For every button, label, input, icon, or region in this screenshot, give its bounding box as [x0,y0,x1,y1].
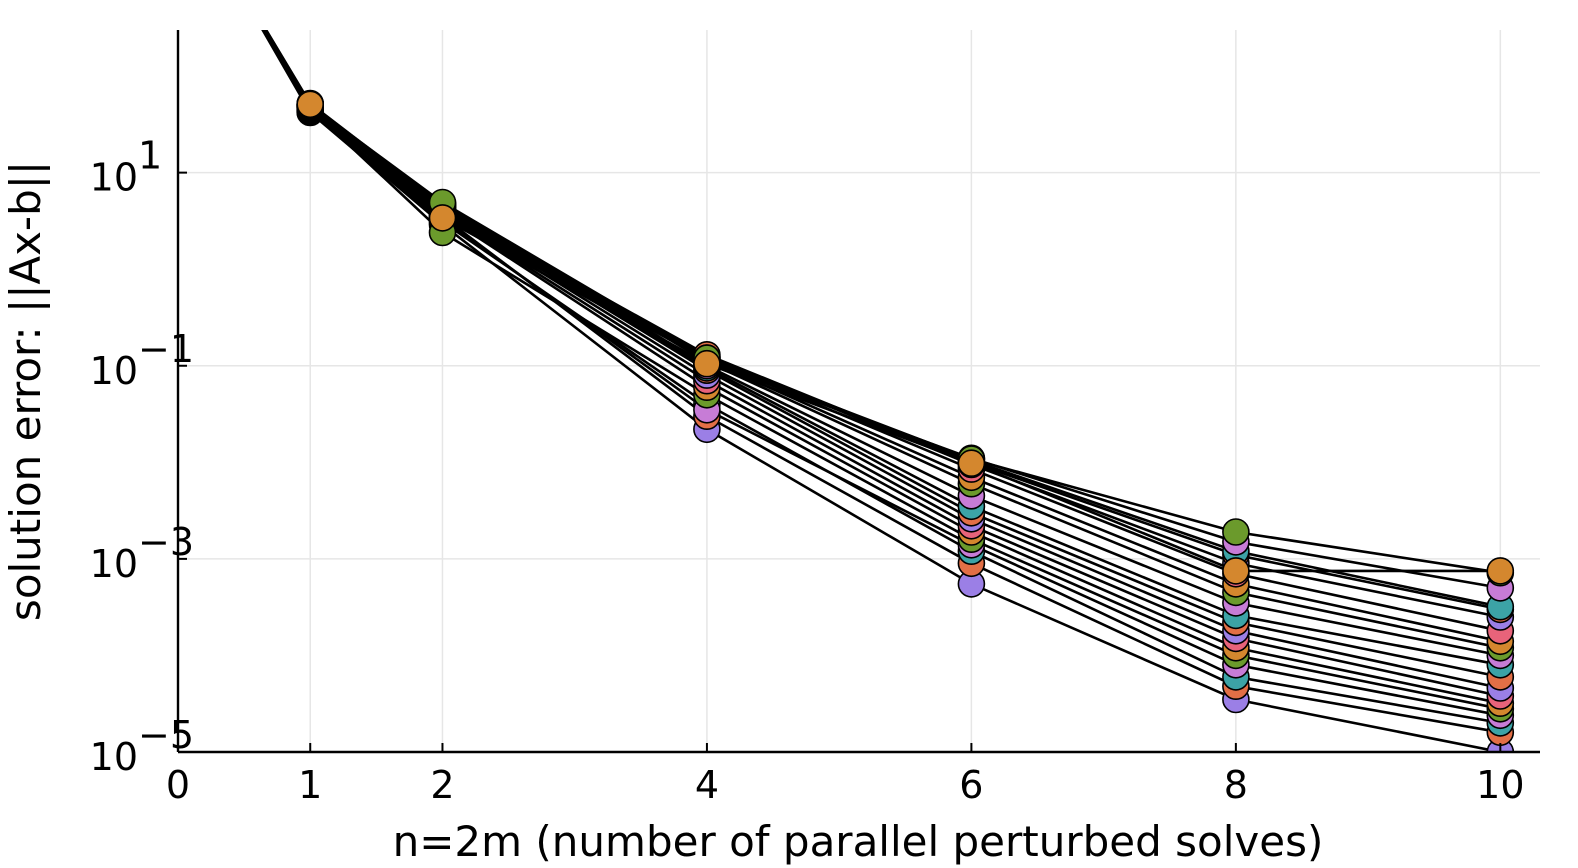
y-axis-title: solution error: ||Ax-b|| [1,161,50,621]
y-tick-label-0: 10 [90,156,138,200]
x-tick-label-6: 10 [1476,763,1524,807]
y-tick-label-2: 10 [90,542,138,586]
series-line-17 [263,30,1501,590]
y-tick-label-1: 10 [90,349,138,393]
y-tick-exponent-3: −5 [138,713,194,757]
y-tick-exponent-1: −1 [138,327,194,371]
x-tick-label-3: 4 [695,763,719,807]
series-line-19 [264,30,1501,573]
x-axis-title: n=2m (number of parallel perturbed solve… [393,817,1324,866]
point-s18-x8 [1222,518,1250,546]
grid-lines [178,30,1540,752]
series-line-3 [262,30,1501,717]
point-s19-x8 [1222,557,1250,585]
x-tick-label-0: 0 [166,763,190,807]
point-s19-x4 [693,349,721,378]
series-line-10 [264,30,1501,657]
y-tick-exponent-0: 1 [138,134,162,178]
series-line-8 [264,30,1501,679]
series-markers [296,89,1515,752]
series-line-15 [262,30,1501,611]
series-line-11 [263,30,1501,650]
point-s19-x1 [296,90,325,119]
point-s19-x2 [428,204,457,232]
x-tick-label-2: 2 [430,763,454,807]
y-tick-label-3: 10 [90,735,138,779]
point-s19-x10 [1486,557,1515,585]
series-line-16 [263,30,1501,608]
x-tick-label-4: 6 [959,763,983,807]
y-tick-exponent-2: −3 [138,520,194,564]
series-line-2 [261,30,1501,725]
series-line-12 [263,30,1501,643]
series-line-6 [263,30,1501,698]
x-axis-ticks: 0 1 2 4 6 8 10 [166,743,1525,807]
series-line-7 [263,30,1501,690]
series-line-0 [261,30,1501,752]
series-line-14 [264,30,1501,619]
series-lines [261,30,1501,752]
series-line-13 [264,30,1501,633]
point-s19-x6 [957,449,986,478]
series-line-18 [264,30,1501,574]
x-tick-label-5: 8 [1224,763,1248,807]
x-tick-label-1: 1 [298,763,322,807]
series-line-4 [262,30,1501,711]
